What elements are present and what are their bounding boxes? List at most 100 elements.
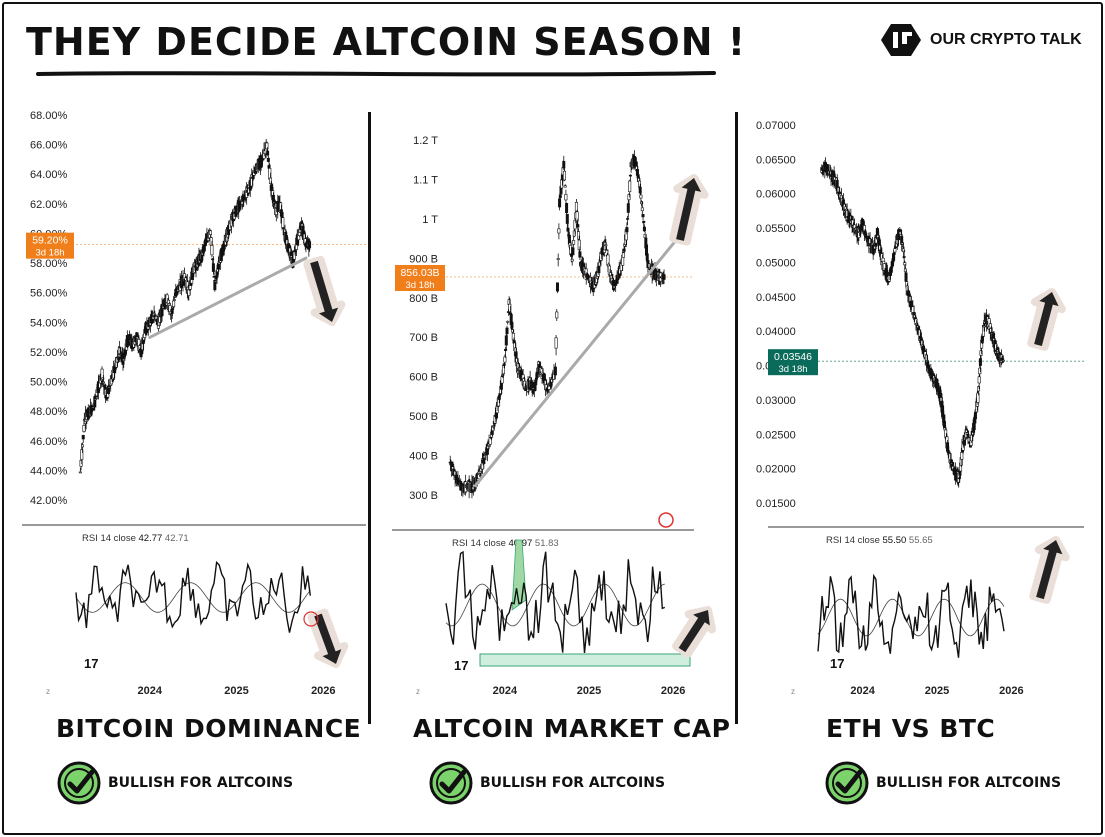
candle-body (209, 230, 213, 235)
candle-body (79, 460, 83, 467)
candle-body (604, 244, 608, 247)
candle-body (574, 202, 578, 212)
candle-body (978, 367, 982, 375)
candle-body (627, 194, 631, 201)
candle-body (892, 252, 896, 255)
candle-body (628, 174, 632, 177)
flag-icon (658, 512, 674, 528)
verdict-text: BULLISH FOR ALTCOINS (108, 775, 294, 791)
candle-body (979, 350, 983, 356)
candle-body (978, 358, 982, 366)
y-tick-label: 0.04000 (756, 326, 796, 338)
x-tick-label: 2025 (224, 685, 248, 697)
candle-body (78, 471, 82, 474)
check-circle-icon (429, 761, 473, 805)
arrow-body (1036, 540, 1063, 600)
candle-body (101, 381, 105, 384)
check-circle-icon (825, 761, 869, 805)
candles-group (448, 150, 666, 499)
y-tick-label: 0.02000 (756, 464, 796, 476)
x-tick-label: 2026 (311, 685, 335, 697)
candle-body (557, 228, 561, 234)
brand-name: OUR CRYPTO TALK (930, 31, 1082, 48)
candle-body (901, 246, 905, 249)
rsi-line (817, 573, 1005, 658)
candle-body (976, 392, 980, 403)
candle-body (100, 368, 104, 381)
verdict-eth-vs-btc: BULLISH FOR ALTCOINS (824, 760, 1061, 806)
candle-body (577, 239, 581, 251)
up-arrow-icon (1027, 287, 1066, 351)
candle-body (1001, 360, 1005, 362)
arrow-body (1034, 291, 1059, 347)
candle-body (642, 226, 646, 232)
candle-body (483, 455, 487, 459)
price-tag (768, 349, 818, 376)
candle-body (122, 358, 126, 361)
candle-body (572, 240, 576, 245)
candle-body (564, 194, 568, 201)
y-tick-label: 900 B (409, 253, 438, 265)
verdict-btc-dominance: BULLISH FOR ALTCOINS (56, 760, 293, 806)
candle-body (170, 308, 174, 314)
candle-body (621, 252, 625, 258)
candle-body (558, 198, 562, 208)
up-arrow-icon (669, 173, 709, 246)
x-tick-label: 2024 (138, 685, 163, 697)
up-arrow-icon (1029, 536, 1070, 604)
y-tick-label: 46.00% (30, 436, 68, 448)
panel-title-btc-dominance: BITCOIN DOMINANCE (56, 714, 362, 743)
y-tick-label: 66.00% (30, 140, 68, 152)
y-tick-label: 0.02500 (756, 429, 796, 441)
up-arrow-icon (672, 606, 717, 658)
candle-body (577, 231, 581, 240)
candle-body (171, 306, 175, 309)
candle-body (265, 142, 269, 150)
rsi-label: RSI 14 close 55.50 55.65 (826, 535, 933, 546)
candle-body (497, 395, 501, 400)
candle-body (81, 435, 85, 440)
price-tag-countdown: 3d 18h (778, 364, 807, 375)
x-tick-label: 2026 (999, 685, 1023, 697)
candle-body (622, 248, 626, 252)
y-tick-label: 52.00% (30, 347, 68, 359)
y-tick-label: 64.00% (30, 169, 68, 181)
candle-body (562, 170, 566, 181)
verdict-altcoin-market-cap: BULLISH FOR ALTCOINS (428, 760, 665, 806)
divider-right (735, 112, 738, 724)
verdict-text: BULLISH FOR ALTCOINS (480, 775, 666, 791)
y-tick-label: 54.00% (30, 317, 68, 329)
price-tag-countdown: 3d 18h (35, 248, 64, 259)
candle-body (903, 262, 907, 266)
price-tag (26, 232, 74, 259)
brand-logo-icon (881, 24, 921, 56)
y-tick-label: 68.00% (30, 110, 68, 122)
y-tick-label: 58.00% (30, 258, 68, 270)
x-tick-label: 2026 (661, 685, 685, 697)
candle-body (214, 280, 218, 283)
panel-title-eth-vs-btc: ETH VS BTC (826, 714, 996, 743)
candle-body (570, 258, 574, 262)
candle-body (639, 194, 643, 199)
candles-group (820, 157, 1005, 488)
candle-body (534, 377, 538, 380)
candle-body (957, 477, 961, 480)
candle-body (902, 256, 906, 258)
rsi-line (75, 560, 311, 633)
down-arrow-icon (307, 608, 349, 668)
page-title: THEY DECIDE ALTCOIN SEASON ! (26, 20, 747, 64)
rsi-oversold-zone (479, 653, 691, 667)
candle-body (565, 203, 569, 214)
y-tick-label: 0.05000 (756, 257, 796, 269)
y-tick-label: 500 B (409, 411, 438, 423)
y-tick-label: 50.00% (30, 377, 68, 389)
candle-body (80, 449, 84, 460)
candle-body (510, 321, 514, 329)
y-tick-label: 56.00% (30, 288, 68, 300)
candle-body (211, 258, 215, 261)
y-tick-label: 42.00% (30, 495, 68, 507)
candle-body (81, 444, 85, 448)
rsi-value-2: 42.71 (165, 533, 189, 544)
panel-title-altcoin-market-cap: ALTCOIN MARKET CAP (413, 714, 731, 743)
